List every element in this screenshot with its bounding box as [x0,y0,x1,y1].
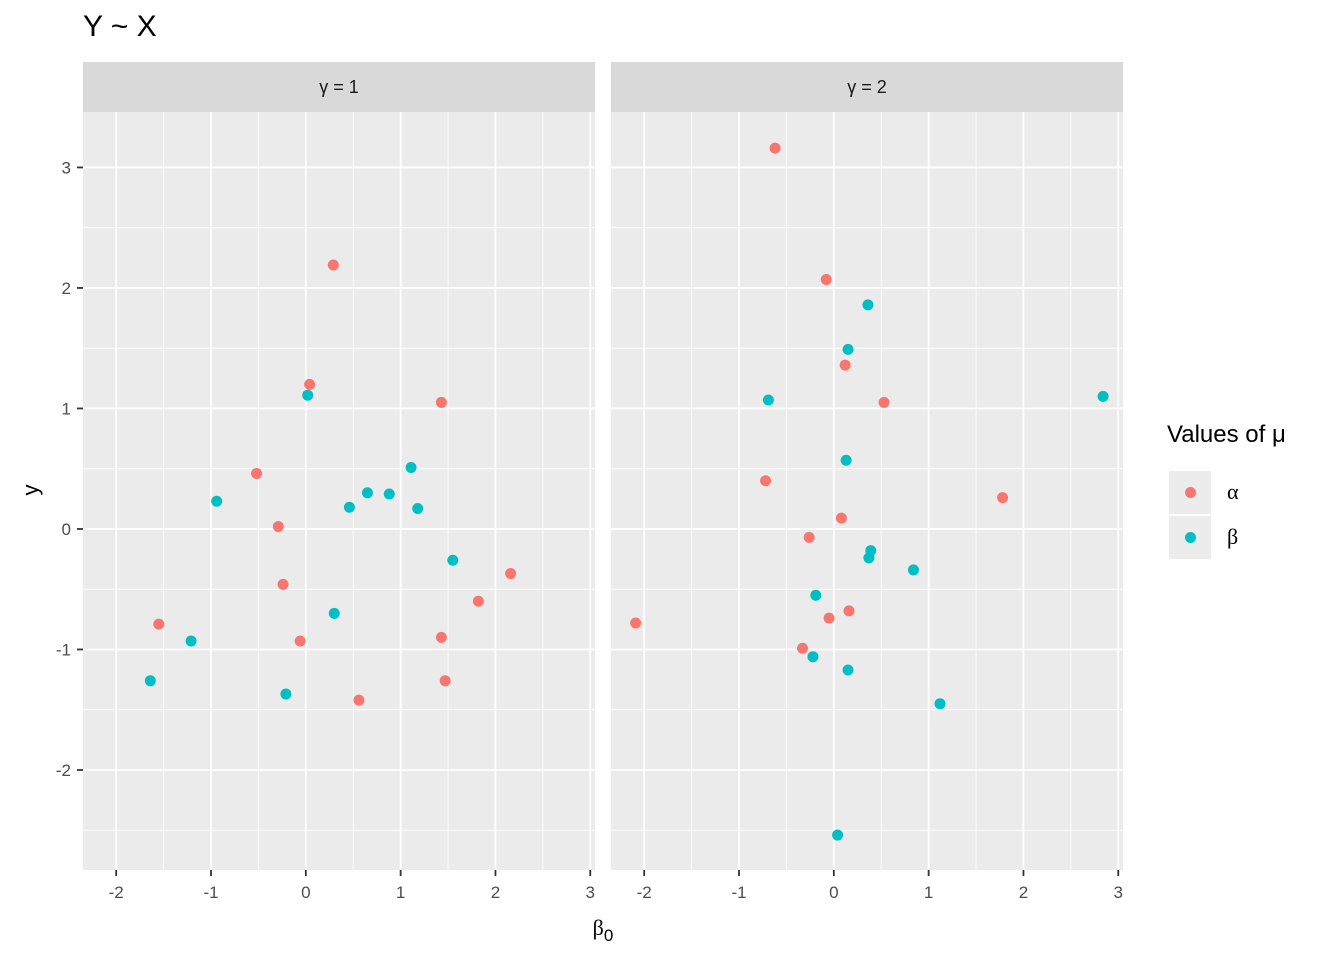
chart-title: Y ~ X [83,10,157,43]
x-tick-label: 2 [491,883,500,902]
x-tick-label: 3 [1114,883,1123,902]
y-axis-title: y [18,485,43,496]
panel-background [611,112,1123,870]
data-point [472,595,484,607]
data-point [412,502,424,514]
data-point [878,396,890,408]
facet-strip [611,62,1123,112]
data-point [832,829,844,841]
legend-key-alpha [1169,471,1211,514]
data-point [810,589,822,601]
data-point [862,299,874,311]
facet-panel-2: γ = 2 -2 -1 0 1 2 3 [611,62,1123,902]
x-tick-label: -1 [731,883,746,902]
data-point [769,142,781,154]
legend-dot-alpha [1185,487,1196,498]
data-point [835,512,847,524]
data-point [505,568,517,580]
legend-label-alpha: α [1227,479,1239,504]
data-point [934,698,946,710]
legend-title: Values of μ [1167,421,1286,448]
y-tick-label: -1 [56,640,71,659]
y-tick-label: 1 [62,399,71,418]
x-tick-label: 1 [924,883,933,902]
data-point [435,396,447,408]
facet-strip-label: γ = 2 [847,77,887,97]
x-tick-label: 2 [1019,883,1028,902]
x-tick-label: 0 [829,883,838,902]
y-tick-label: -2 [56,761,71,780]
x-tick-label: -2 [637,883,652,902]
x-axis-title: β0 [593,915,614,945]
data-point [797,642,809,654]
data-point [153,618,165,630]
legend-dot-beta [1185,532,1196,543]
legend-key-beta [1169,516,1211,559]
data-point [211,495,223,507]
x-tick-label: 0 [301,883,310,902]
data-point [762,394,774,406]
data-point [439,675,451,687]
data-point [840,454,852,466]
data-point [1097,390,1109,402]
facet-panel-1: γ = 1 -2 -1 0 1 2 3 [83,62,595,902]
data-point [251,468,263,480]
data-point [630,617,642,629]
data-point [302,389,314,401]
data-point [185,635,197,647]
data-point [823,612,835,624]
data-point [353,694,365,706]
data-point [343,501,355,513]
y-tick-label: 0 [62,520,71,539]
data-point [807,651,819,663]
data-point [280,688,292,700]
data-point [327,259,339,271]
x-tick-label: 1 [396,883,405,902]
data-point [863,552,875,564]
legend-label-beta: β [1227,524,1239,549]
data-point [842,664,854,676]
data-point [842,343,854,355]
data-point [383,488,395,500]
x-tick-label: -2 [109,883,124,902]
data-point [277,578,289,590]
data-point [907,564,919,576]
data-point [304,378,316,390]
data-point [760,475,772,487]
data-point [328,607,340,619]
data-point [272,521,284,533]
facet-strip-label: γ = 1 [319,77,359,97]
data-point [294,635,306,647]
y-tick-label: 2 [62,279,71,298]
data-point [144,675,156,687]
data-point [361,487,373,499]
data-point [405,462,417,474]
panel-background [83,112,595,870]
facet-strip [83,62,595,112]
y-tick-label: 3 [62,158,71,177]
data-point [820,274,832,286]
data-point [843,605,855,617]
x-tick-label: 3 [586,883,595,902]
data-point [839,359,851,371]
data-point [803,531,815,543]
x-tick-label: -1 [203,883,218,902]
data-point [447,554,459,566]
data-point [435,631,447,643]
data-point [997,492,1009,504]
